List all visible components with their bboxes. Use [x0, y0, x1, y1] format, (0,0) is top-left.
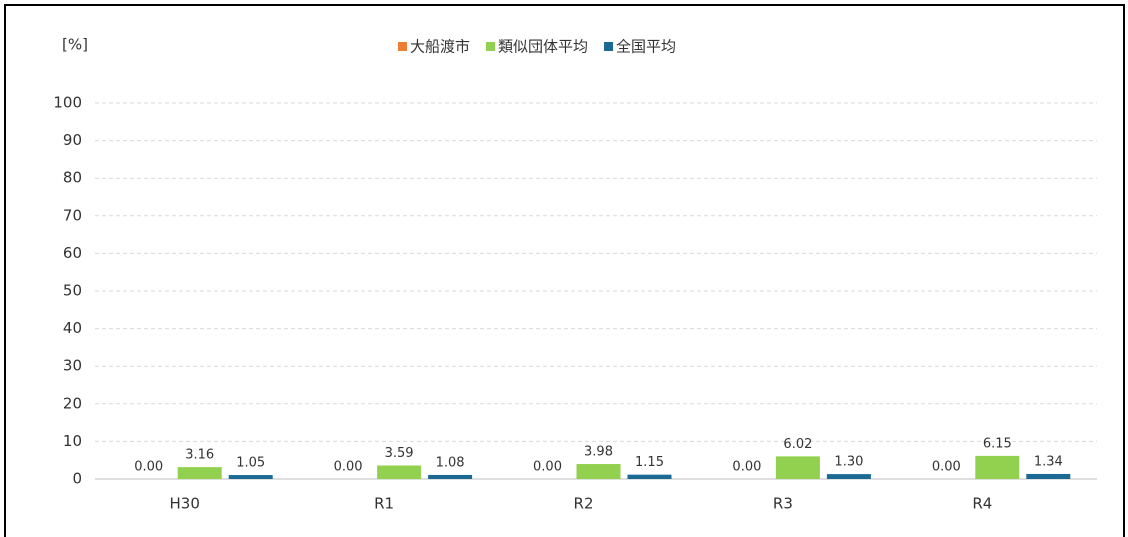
legend-swatch [398, 42, 407, 51]
y-axis-label: [%] [62, 36, 88, 54]
value-label: 0.00 [334, 460, 363, 475]
bar [428, 474, 473, 479]
y-tick-label: 100 [53, 94, 82, 112]
y-tick-label: 50 [63, 282, 82, 300]
x-tick-label: R3 [773, 495, 793, 513]
value-label: 1.15 [635, 455, 664, 470]
value-label: 0.00 [932, 460, 961, 475]
bar [826, 474, 871, 479]
value-label: 0.00 [134, 460, 163, 475]
y-tick-label: 10 [63, 432, 82, 450]
value-label: 6.02 [783, 437, 812, 452]
value-label: 0.00 [732, 460, 761, 475]
value-label: 1.08 [436, 455, 465, 470]
y-tick-label: 80 [63, 169, 82, 187]
bar [775, 456, 820, 479]
value-label: 3.16 [185, 448, 214, 463]
legend-label: 全国平均 [616, 38, 676, 56]
y-tick-label: 20 [63, 394, 82, 412]
value-label: 3.59 [385, 446, 414, 461]
y-tick-label: 40 [63, 319, 82, 337]
value-label: 1.34 [1034, 454, 1063, 469]
y-tick-label: 90 [63, 131, 82, 149]
x-tick-label: R4 [972, 495, 992, 513]
bar [627, 474, 672, 479]
legend-swatch [604, 42, 614, 51]
y-tick-label: 30 [63, 357, 82, 375]
bar [377, 465, 422, 479]
x-tick-label: R2 [574, 495, 594, 513]
value-label: 1.05 [236, 456, 265, 471]
bar [975, 455, 1020, 479]
y-tick-label: 60 [63, 244, 82, 262]
y-tick-label: 70 [63, 206, 82, 224]
bar [177, 467, 222, 479]
bar [576, 464, 621, 479]
y-tick-label: 0 [72, 470, 82, 488]
value-label: 0.00 [533, 460, 562, 475]
x-tick-label: H30 [170, 495, 200, 513]
value-label: 6.15 [983, 436, 1012, 451]
legend-label: 大船渡市 [410, 38, 470, 56]
value-label: 3.98 [584, 445, 613, 460]
bar [1026, 473, 1071, 479]
legend-label: 類似団体平均 [498, 38, 588, 56]
frame [4, 4, 1125, 537]
legend-swatch [486, 42, 496, 51]
bar [228, 475, 273, 479]
value-label: 1.30 [834, 455, 863, 470]
x-tick-label: R1 [374, 495, 394, 513]
